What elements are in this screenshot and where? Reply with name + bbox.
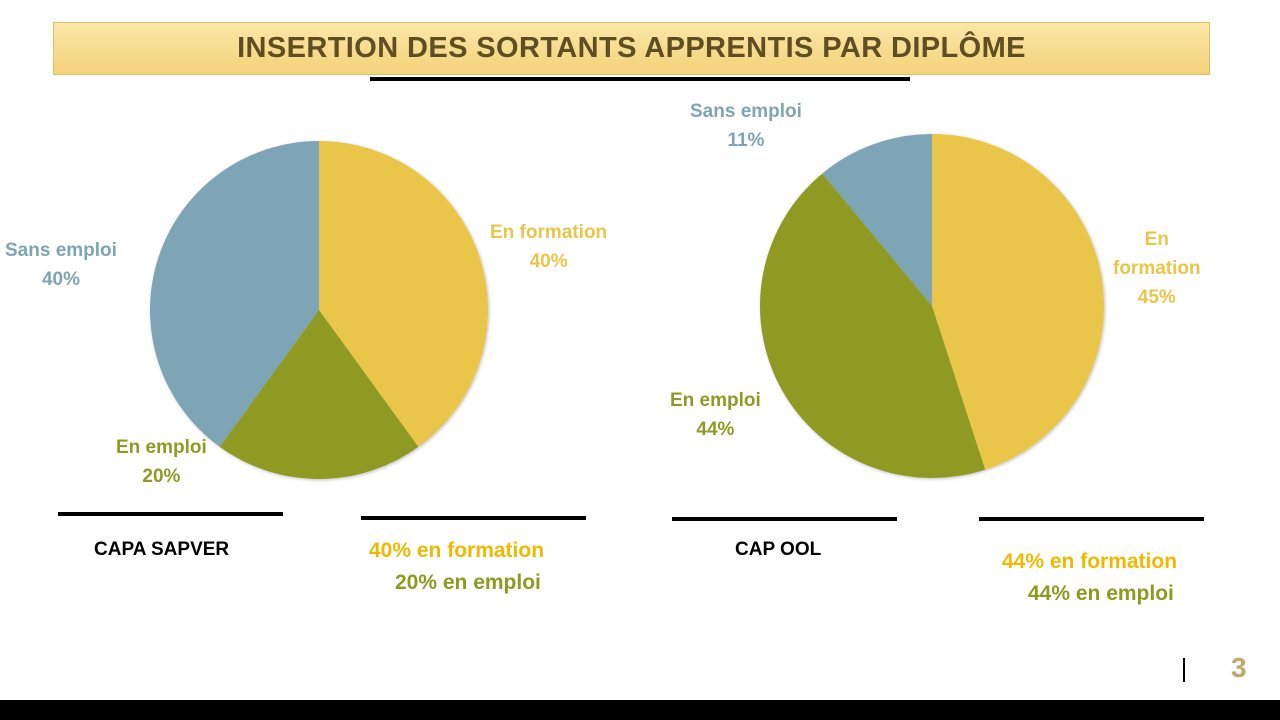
label-text: En formation (490, 222, 608, 243)
divider-line (58, 512, 283, 516)
summary-cap-ool: 44% en formation 44% en emploi (1002, 546, 1177, 610)
pie-slice-en-formation (319, 141, 488, 447)
page-title: INSERTION DES SORTANTS APPRENTIS PAR DIP… (237, 32, 1026, 64)
chart2-label-en-formation: En formation 45% (1113, 225, 1201, 312)
label-value: 40% (41, 269, 80, 290)
label-text: En (1144, 229, 1169, 250)
title-underline (370, 77, 910, 81)
label-text-2: formation (1113, 258, 1201, 279)
diploma-capa-sapver: CAPA SAPVER (94, 539, 230, 560)
page-number-separator (1183, 658, 1185, 682)
chart2-label-sans-emploi: Sans emploi 11% (690, 97, 802, 155)
divider-line (361, 516, 586, 520)
pie-chart-capa-sapver (150, 141, 488, 479)
label-text: En emploi (116, 437, 207, 458)
chart1-label-en-emploi: En emploi 20% (116, 433, 207, 491)
diploma-cap-ool: CAP OOL (735, 539, 822, 560)
chart1-label-en-formation: En formation 40% (490, 218, 607, 276)
label-text: En emploi (670, 390, 761, 411)
pie-slice-en-formation (932, 134, 1104, 470)
label-text: Sans emploi (690, 101, 802, 122)
label-value: 45% (1137, 287, 1176, 308)
pie-chart-cap-ool (759, 133, 1104, 478)
label-value: 11% (727, 130, 765, 151)
pie-slice-sans-emploi (150, 141, 319, 447)
divider-line (979, 517, 1204, 521)
pie-slice-en-emploi (219, 310, 419, 479)
page-number: 3 (1231, 652, 1247, 683)
summary-capa-sapver: 40% en formation 20% en emploi (369, 535, 544, 599)
pie-slice-en-emploi (759, 173, 986, 478)
summary-formation: 40% en formation (369, 539, 545, 562)
summary-emploi: 20% en emploi (395, 571, 541, 594)
label-text: Sans emploi (5, 240, 117, 261)
chart1-label-sans-emploi: Sans emploi 40% (5, 236, 117, 294)
chart2-label-en-emploi: En emploi 44% (670, 386, 761, 444)
summary-emploi: 44% en emploi (1028, 582, 1174, 605)
bottom-bar (0, 700, 1280, 720)
pie-slice-sans-emploi (822, 133, 932, 306)
title-banner: INSERTION DES SORTANTS APPRENTIS PAR DIP… (53, 22, 1210, 75)
divider-line (672, 517, 897, 521)
summary-formation: 44% en formation (1002, 550, 1178, 573)
label-value: 20% (142, 466, 181, 487)
label-value: 44% (696, 419, 735, 440)
label-value: 40% (529, 251, 568, 272)
